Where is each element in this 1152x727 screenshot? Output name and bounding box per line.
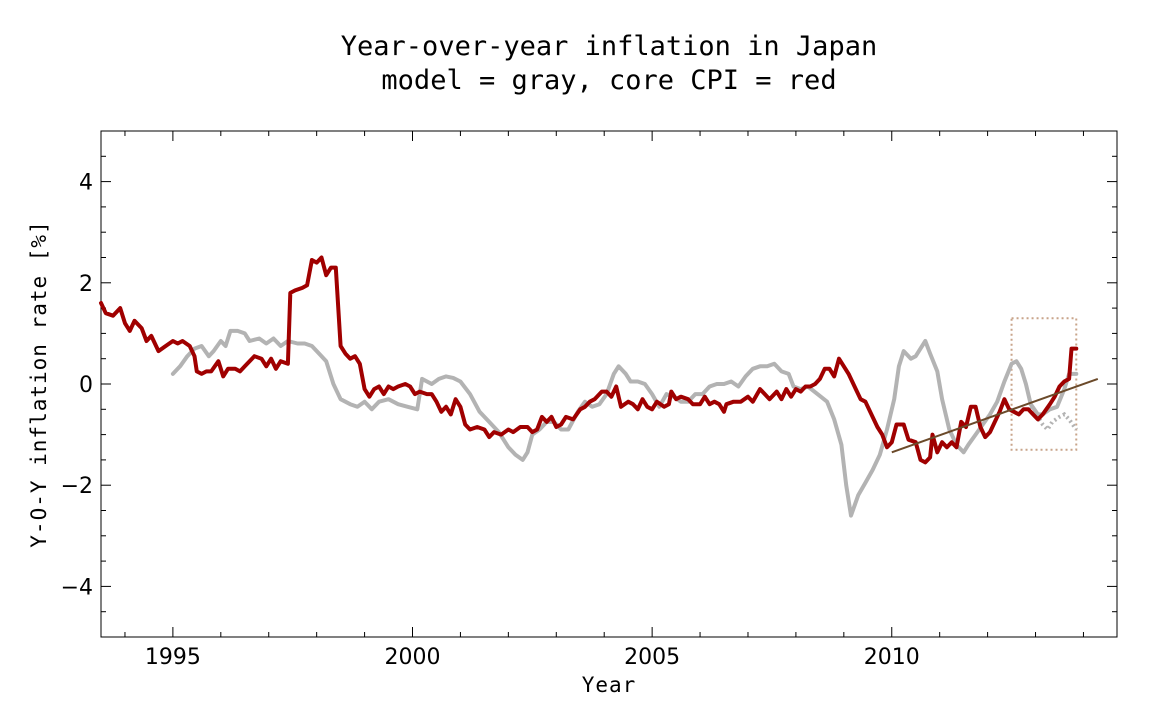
series-line-model: [170, 328, 1079, 518]
axis-ticks: 1995 2000 2005 2010 4 2 0 −2 −4: [61, 131, 1117, 670]
y-tick-label: 2: [79, 272, 93, 297]
y-tick-label: 4: [79, 171, 93, 196]
highlight-box: [1010, 317, 1078, 451]
series-line-core-cpi: [99, 255, 1079, 465]
y-tick-label: −4: [61, 575, 93, 600]
y-tick-label: 0: [79, 373, 93, 398]
x-tick-label: 2000: [385, 645, 441, 670]
chart-title-line-1: Year-over-year inflation in Japan: [341, 31, 877, 62]
x-axis-label: Year: [582, 673, 637, 697]
x-tick-label: 1995: [145, 645, 201, 670]
series-line-trend: [891, 377, 1099, 454]
series-layer: [99, 255, 1099, 518]
x-tick-label: 2010: [864, 645, 920, 670]
x-tick-label: 2005: [624, 645, 680, 670]
y-axis-label: Y-O-Y inflation rate [%]: [27, 220, 51, 547]
chart-title-line-2: model = gray, core CPI = red: [381, 65, 836, 96]
y-tick-label: −2: [61, 474, 93, 499]
